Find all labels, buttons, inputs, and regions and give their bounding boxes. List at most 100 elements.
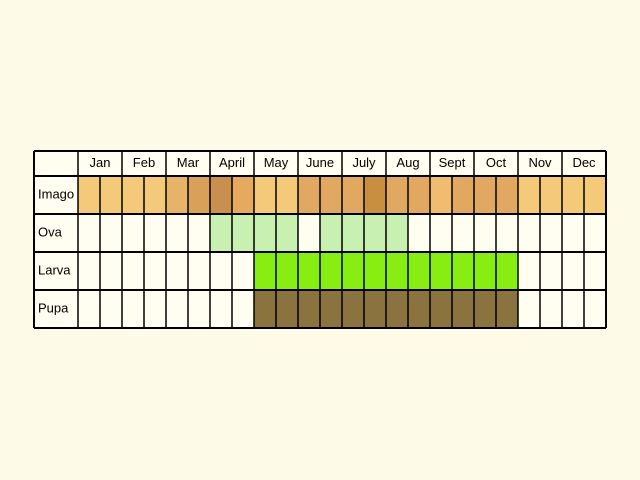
period-cell — [342, 290, 364, 328]
period-cell — [276, 176, 298, 214]
period-cell — [452, 214, 474, 252]
period-cell — [408, 252, 430, 290]
period-cell — [408, 176, 430, 214]
period-cell — [386, 176, 408, 214]
period-cell — [188, 214, 210, 252]
period-cell — [254, 252, 276, 290]
period-cell — [430, 252, 452, 290]
period-cell — [210, 214, 232, 252]
period-cell — [144, 290, 166, 328]
period-cell — [100, 252, 122, 290]
period-cell — [562, 214, 584, 252]
period-cell — [254, 290, 276, 328]
period-cell — [210, 176, 232, 214]
period-cell — [496, 176, 518, 214]
period-cell — [430, 214, 452, 252]
period-cell — [364, 252, 386, 290]
row-label: Larva — [38, 262, 71, 277]
period-cell — [320, 252, 342, 290]
period-cell — [562, 176, 584, 214]
period-cell — [540, 214, 562, 252]
period-cell — [166, 252, 188, 290]
period-cell — [364, 214, 386, 252]
period-cell — [78, 176, 100, 214]
period-cell — [342, 214, 364, 252]
period-cell — [386, 252, 408, 290]
period-cell — [584, 252, 606, 290]
month-label: Sept — [439, 155, 466, 170]
month-label: June — [306, 155, 334, 170]
period-cell — [518, 252, 540, 290]
period-cell — [518, 176, 540, 214]
period-cell — [100, 290, 122, 328]
period-cell — [298, 290, 320, 328]
period-cell — [144, 176, 166, 214]
period-cell — [408, 214, 430, 252]
period-cell — [474, 252, 496, 290]
period-cell — [210, 290, 232, 328]
month-label: Mar — [177, 155, 200, 170]
period-cell — [584, 176, 606, 214]
period-cell — [298, 214, 320, 252]
period-cell — [232, 176, 254, 214]
period-cell — [364, 290, 386, 328]
period-cell — [474, 176, 496, 214]
period-cell — [276, 290, 298, 328]
period-cell — [540, 176, 562, 214]
period-cell — [364, 176, 386, 214]
header-row — [34, 151, 606, 176]
period-cell — [166, 290, 188, 328]
period-cell — [232, 252, 254, 290]
period-cell — [100, 214, 122, 252]
period-cell — [188, 290, 210, 328]
period-cell — [342, 252, 364, 290]
month-label: May — [264, 155, 289, 170]
period-cell — [474, 214, 496, 252]
period-cell — [144, 252, 166, 290]
period-cell — [496, 290, 518, 328]
month-label: Aug — [396, 155, 419, 170]
period-cell — [122, 290, 144, 328]
period-cell — [166, 176, 188, 214]
period-cell — [452, 290, 474, 328]
period-cell — [188, 252, 210, 290]
month-label: Jan — [90, 155, 111, 170]
period-cell — [540, 252, 562, 290]
period-cell — [254, 176, 276, 214]
period-cell — [430, 176, 452, 214]
period-cell — [122, 176, 144, 214]
period-cell — [518, 290, 540, 328]
period-cell — [386, 214, 408, 252]
period-cell — [496, 214, 518, 252]
month-label: Feb — [133, 155, 155, 170]
period-cell — [298, 252, 320, 290]
period-cell — [562, 290, 584, 328]
month-label: Dec — [572, 155, 596, 170]
period-cell — [100, 176, 122, 214]
row-label: Imago — [38, 186, 74, 201]
period-cell — [562, 252, 584, 290]
period-cell — [496, 252, 518, 290]
period-cell — [584, 290, 606, 328]
period-cell — [144, 214, 166, 252]
period-cell — [78, 252, 100, 290]
period-cell — [320, 290, 342, 328]
period-cell — [430, 290, 452, 328]
row-label: Pupa — [38, 300, 69, 315]
period-cell — [452, 252, 474, 290]
month-label: Nov — [528, 155, 552, 170]
period-cell — [210, 252, 232, 290]
period-cell — [408, 290, 430, 328]
period-cell — [78, 214, 100, 252]
month-label: July — [352, 155, 376, 170]
period-cell — [232, 290, 254, 328]
period-cell — [78, 290, 100, 328]
period-cell — [122, 252, 144, 290]
period-cell — [276, 214, 298, 252]
period-cell — [166, 214, 188, 252]
period-cell — [386, 290, 408, 328]
period-cell — [298, 176, 320, 214]
period-cell — [320, 214, 342, 252]
